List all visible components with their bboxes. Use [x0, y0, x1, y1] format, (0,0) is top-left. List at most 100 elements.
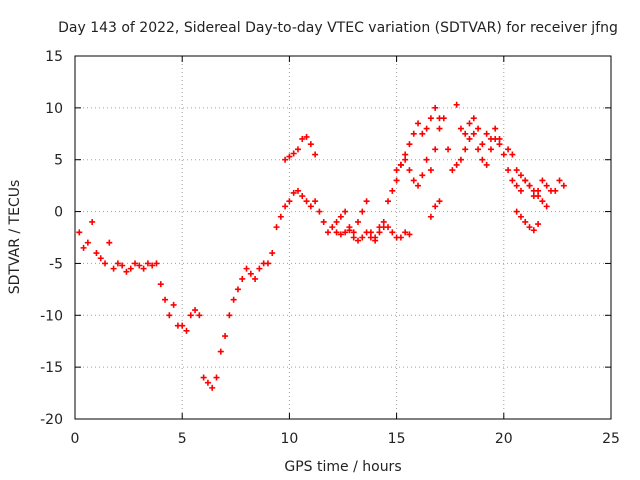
data-point: [290, 150, 297, 157]
data-point: [136, 262, 143, 269]
data-point: [153, 260, 160, 267]
data-point: [144, 260, 151, 267]
data-point: [475, 146, 482, 153]
data-point: [406, 167, 413, 174]
data-point: [187, 312, 194, 319]
data-point: [560, 182, 567, 189]
data-point: [307, 141, 314, 148]
data-point: [106, 239, 113, 246]
data-point: [290, 189, 297, 196]
data-point: [522, 177, 529, 184]
x-axis-ticks: 0 5 10 15 20 25: [71, 56, 620, 447]
data-point: [466, 120, 473, 127]
y-tick-label: -15: [40, 360, 63, 376]
data-point: [453, 161, 460, 168]
data-point: [149, 262, 156, 269]
data-point: [97, 255, 104, 262]
x-tick-label: 25: [602, 431, 620, 447]
data-point: [127, 265, 134, 272]
data-point: [299, 193, 306, 200]
data-point: [556, 177, 563, 184]
data-point: [80, 244, 87, 251]
data-point: [505, 167, 512, 174]
data-point: [234, 286, 241, 293]
data-point: [294, 187, 301, 194]
data-point: [376, 229, 383, 236]
data-point: [385, 198, 392, 205]
data-point: [200, 374, 207, 381]
data-point: [363, 198, 370, 205]
data-point: [457, 156, 464, 163]
data-point: [415, 182, 422, 189]
data-point: [423, 156, 430, 163]
data-point: [359, 208, 366, 215]
data-point: [505, 146, 512, 153]
data-point: [509, 151, 516, 158]
y-tick-label: 15: [45, 49, 63, 65]
data-point: [217, 348, 224, 355]
data-point: [367, 234, 374, 241]
data-point: [513, 167, 520, 174]
data-point: [132, 260, 139, 267]
data-point: [312, 198, 319, 205]
data-point: [427, 167, 434, 174]
data-point: [333, 229, 340, 236]
data-point: [277, 213, 284, 220]
data-point: [389, 229, 396, 236]
data-point: [264, 260, 271, 267]
data-point: [213, 374, 220, 381]
data-point: [517, 213, 524, 220]
data-point: [543, 182, 550, 189]
data-point: [492, 125, 499, 132]
data-point: [449, 167, 456, 174]
data-point: [393, 167, 400, 174]
data-point: [329, 224, 336, 231]
data-point: [410, 177, 417, 184]
data-point: [123, 268, 130, 275]
data-point: [320, 218, 327, 225]
data-point: [552, 187, 559, 194]
data-point: [157, 281, 164, 288]
data-point: [342, 208, 349, 215]
x-tick-label: 15: [388, 431, 406, 447]
data-point: [539, 177, 546, 184]
data-point: [517, 172, 524, 179]
x-tick-label: 0: [71, 431, 80, 447]
data-point: [483, 130, 490, 137]
data-point: [359, 234, 366, 241]
data-point: [102, 260, 109, 267]
data-point: [192, 307, 199, 314]
data-point: [530, 187, 537, 194]
data-point: [363, 229, 370, 236]
data-point: [419, 130, 426, 137]
data-point: [380, 218, 387, 225]
data-point: [204, 379, 211, 386]
data-point: [119, 262, 126, 269]
data-point: [539, 198, 546, 205]
data-point: [415, 120, 422, 127]
x-axis-label: GPS time / hours: [284, 459, 401, 475]
data-point: [166, 312, 173, 319]
data-point: [84, 239, 91, 246]
y-tick-label: -5: [49, 256, 63, 272]
data-point: [337, 231, 344, 238]
data-point: [427, 213, 434, 220]
data-point: [273, 224, 280, 231]
data-point: [526, 224, 533, 231]
data-point: [406, 231, 413, 238]
data-point: [303, 133, 310, 140]
data-point: [162, 296, 169, 303]
grid-lines: [75, 56, 611, 419]
data-point: [350, 229, 357, 236]
data-point: [479, 141, 486, 148]
data-point: [432, 146, 439, 153]
data-point: [350, 234, 357, 241]
data-point: [324, 229, 331, 236]
data-point: [114, 260, 121, 267]
data-point: [432, 104, 439, 111]
data-point: [89, 218, 96, 225]
data-point: [466, 135, 473, 142]
y-tick-label: -20: [40, 412, 63, 428]
data-point: [470, 115, 477, 122]
data-point: [487, 135, 494, 142]
